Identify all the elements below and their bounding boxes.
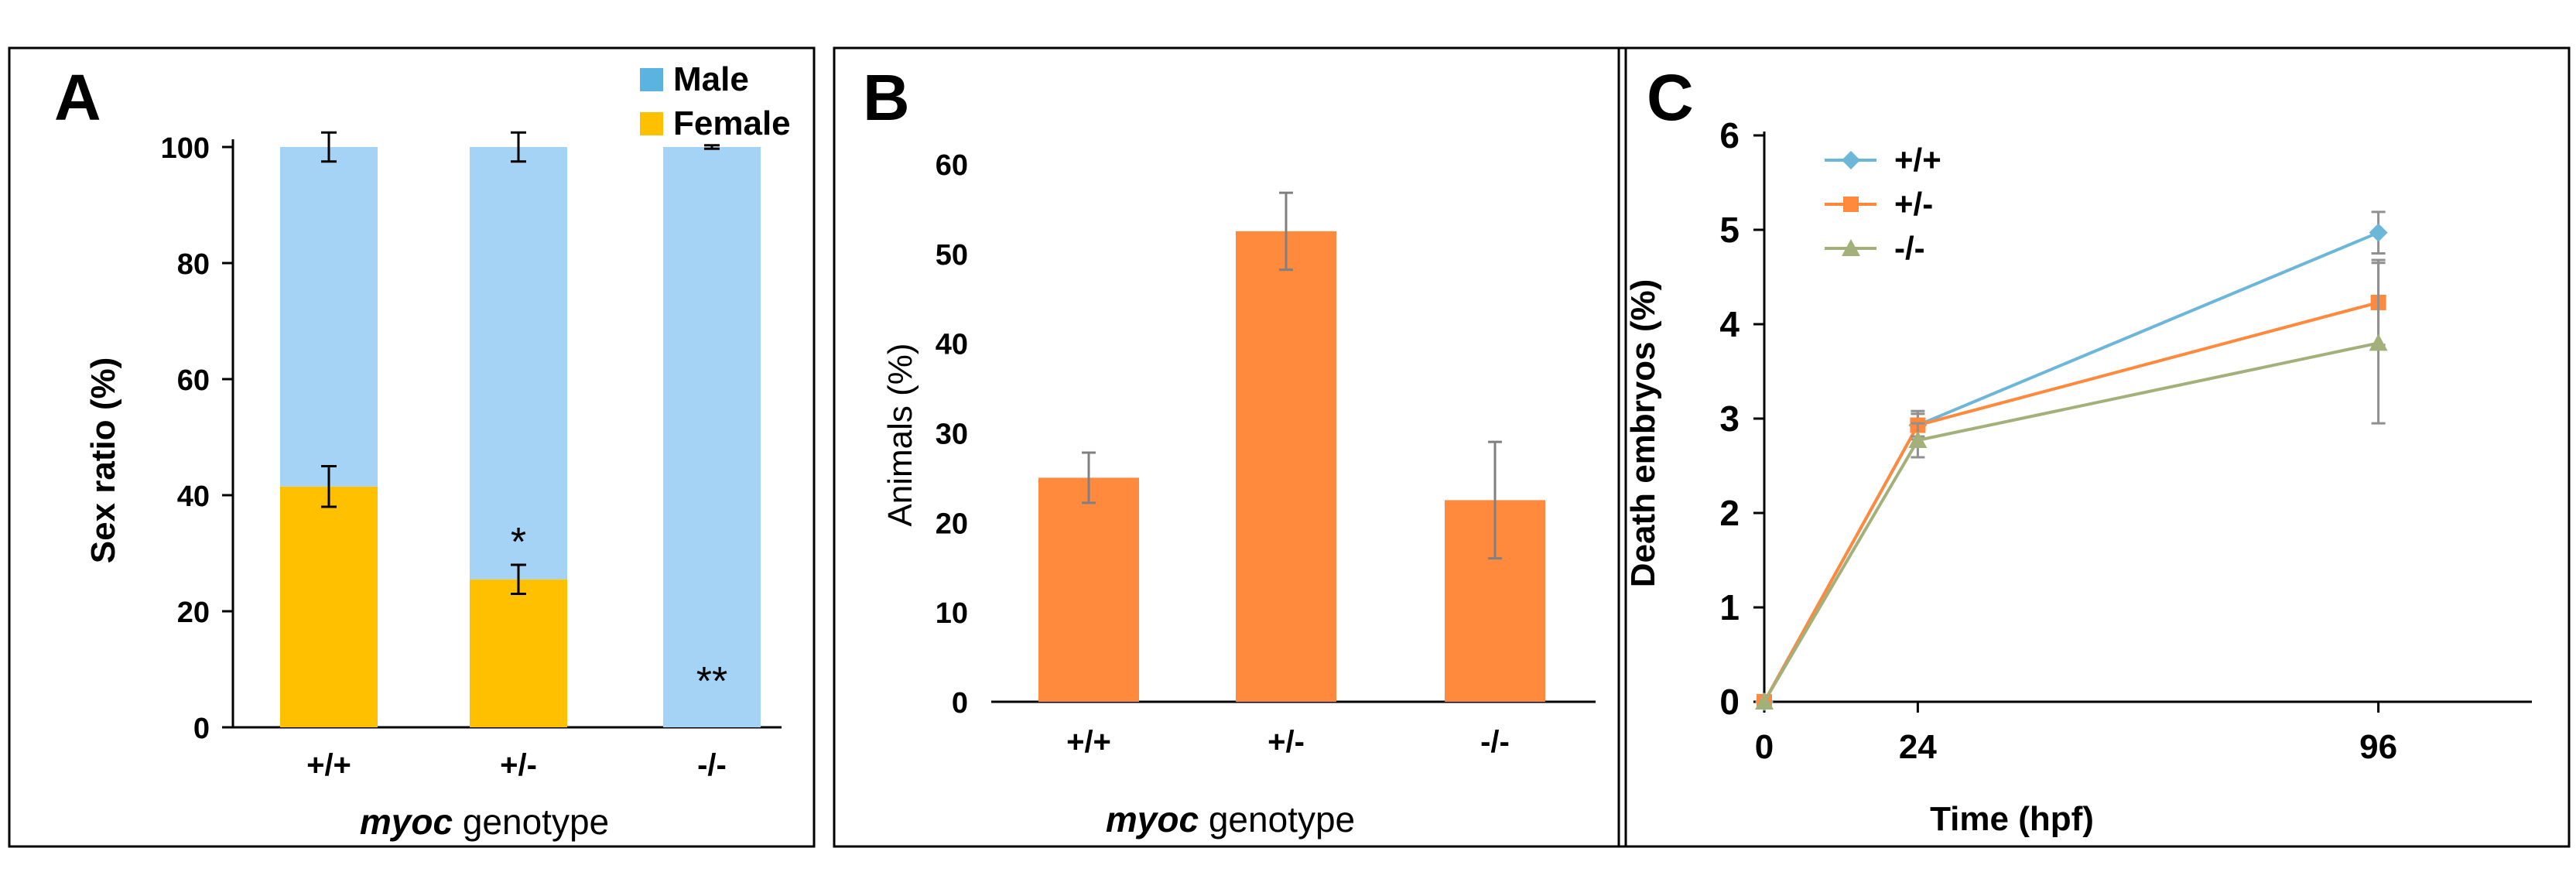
panel-a-legend-label-male: Male [673,60,749,98]
panel-c-xlabel: Time (hpf) [1930,800,2094,838]
panel-b-xtick-label: -/- [1480,725,1510,759]
panel-c-ytick-label: 2 [1719,493,1740,533]
panel-a-ytick-label: 40 [177,480,210,513]
panel-c-legend-marker [1842,239,1860,256]
panel-b-bar [1236,231,1336,702]
panel-c-data-point [2369,223,2388,242]
panel-a-ytick-label: 20 [177,597,210,629]
panel-b-ytick-label: 20 [936,508,968,540]
panel-b-ylabel: Animals (%) [881,343,919,526]
panel-c-ytick-label: 4 [1719,304,1740,344]
panel-b-xtick-label: +/+ [1066,725,1111,759]
panel-b-frame [833,46,1627,848]
panel-a-bar-female [280,486,378,727]
panel-b-xlabel-italic: myoc [1106,799,1199,840]
panel-b-bar [1038,477,1139,702]
panel-a-xtick-label: +/+ [306,748,351,782]
panel-c-legend-marker [1843,197,1859,212]
panel-b-plot: 0 10 20 30 40 50 60 +/+ +/- -/- [936,149,1596,759]
panel-c-letter: C [1647,61,1694,134]
panel-a-ytick-label: 80 [177,248,210,281]
panel-c-ytick-label: 0 [1719,682,1740,722]
panel-c-xtick-label: 96 [2359,728,2397,766]
panel-c-ytick-label: 3 [1719,398,1740,439]
panel-c-xtick-label: 24 [1899,728,1937,766]
panel-b-xlabel-rest: genotype [1199,799,1355,840]
panel-c-data-point [1908,431,1928,449]
panel-a-significance-mark: * [511,520,526,565]
panel-c-ylabel: Death embryos (%) [1624,279,1662,588]
panel-a-xlabel-rest: genotype [453,802,609,842]
panel-a-bar-male [663,147,761,727]
panel-c-series-line [1763,341,2379,703]
panel-b-letter: B [863,61,910,134]
panel-a-legend-label-female: Female [673,104,791,142]
panel-c-series-line [1763,231,2379,703]
panel-a-legend-swatch-female [640,112,663,135]
panel-c-frame [1617,46,2571,848]
panel-c-ytick-label: 5 [1719,210,1740,250]
panel-a-significance-mark: ** [696,659,727,704]
panel-a-bar-male [470,147,567,580]
panel-a-ylabel: Sex ratio (%) [84,357,122,564]
panel-a-letter: A [54,61,101,134]
panel-a-bar-female [470,579,567,727]
panel-a-ytick-label: 0 [193,713,210,745]
panel-a-ytick-label: 60 [177,364,210,397]
panel-a-xlabel-italic: myoc [360,802,453,842]
panel-a-frame [8,46,816,848]
panel-b-ytick-label: 60 [936,149,968,182]
panel-a-xtick-label: -/- [697,748,727,782]
panel-c-legend-marker [1842,151,1860,169]
panel-b-ytick-label: 50 [936,239,968,272]
panel-c-legend-label: +/- [1894,186,1933,222]
panel-b-ytick-label: 10 [936,597,968,630]
panel-c-plot: 0 1 2 3 4 5 6 0 24 96 +/+ +/- -/- [1719,115,2532,766]
panel-b-xtick-label: +/- [1267,725,1305,759]
panel-c-legend-label: -/- [1894,230,1925,266]
panel-c-xtick-label: 0 [1755,728,1774,766]
panel-a-bar-male [280,147,378,487]
panel-b-xlabel: myoc genotype [1106,799,1355,840]
panel-b-ytick-label: 30 [936,419,968,451]
panel-a-xtick-label: +/- [500,748,537,782]
panel-b-ytick-label: 40 [936,329,968,361]
panel-c-legend-label: +/+ [1894,142,1941,178]
panel-a-xlabel: myoc genotype [360,802,609,842]
panel-c-data-point [1755,692,1774,710]
panel-c-ytick-label: 6 [1719,115,1740,156]
panel-b-ytick-label: 0 [952,687,968,720]
panel-c-data-point [2369,333,2388,351]
panel-a-ytick-label: 100 [161,132,210,165]
panel-a-legend-swatch-male [640,68,663,91]
panel-c-ytick-label: 1 [1719,587,1740,627]
